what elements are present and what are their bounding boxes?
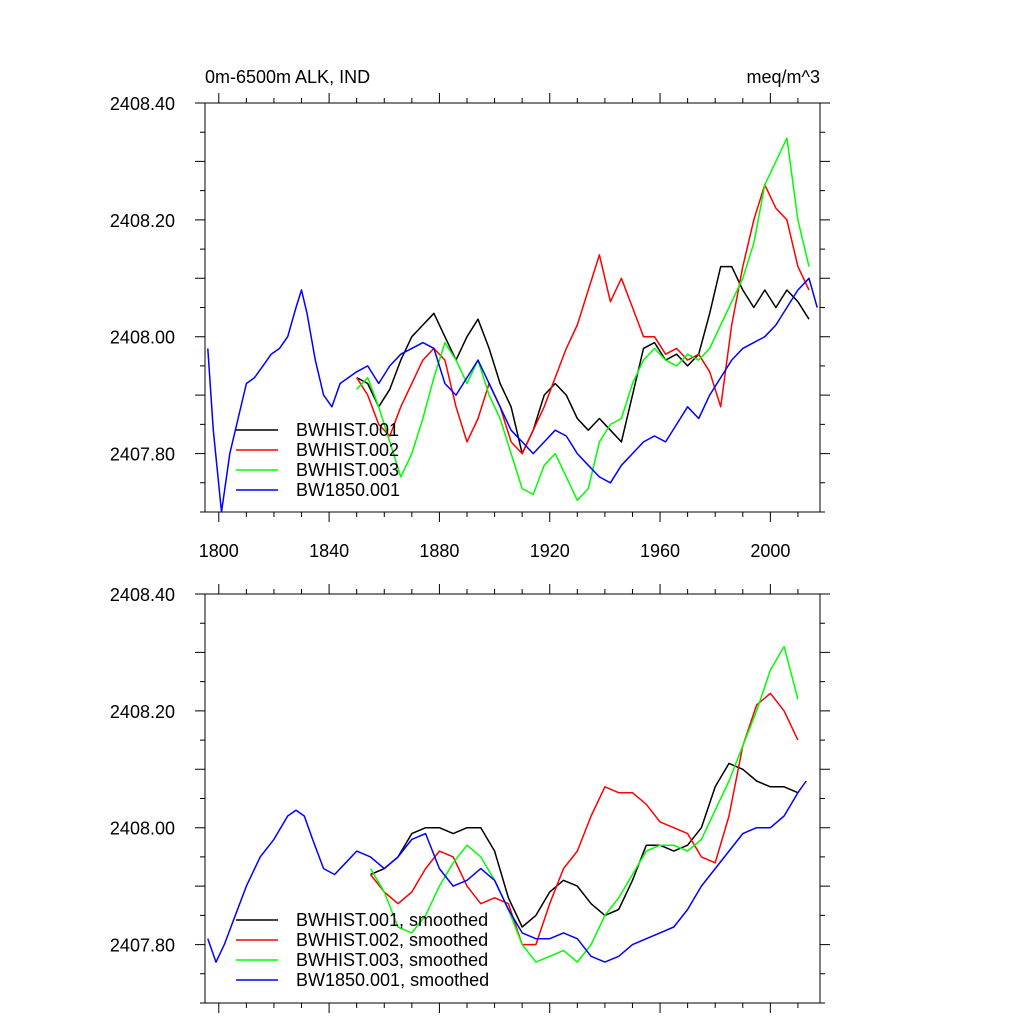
top-chart-panel: 1800 1840 1880 1920 1960 2000 2407.80 2408.00 24… [110, 93, 830, 561]
legend-label: BWHIST.001, smoothed [296, 910, 488, 930]
x-tick-label: 1880 [419, 541, 459, 561]
unit-label: meq/m^3 [747, 67, 820, 87]
x-tick-label: 1840 [309, 541, 349, 561]
legend-label: BW1850.001 [296, 480, 400, 500]
legend-label: BWHIST.001 [296, 420, 399, 440]
series-line [369, 645, 799, 963]
series-group [207, 645, 807, 963]
series-line [356, 184, 810, 455]
legend-label: BWHIST.002, smoothed [296, 930, 488, 950]
series-line [356, 137, 810, 502]
y-tick-label: 2408.00 [110, 819, 175, 839]
x-tick-label: 2000 [750, 541, 790, 561]
series-line [356, 265, 810, 455]
x-tick-label: 1960 [640, 541, 680, 561]
series-line [370, 762, 799, 928]
y-tick-label: 2408.20 [110, 211, 175, 231]
panel-title: 0m-6500m ALK, IND [205, 67, 370, 87]
y-tick-label: 2407.80 [110, 445, 175, 465]
legend-label: BWHIST.003 [296, 460, 399, 480]
series-line [369, 692, 799, 946]
legend-label: BW1850.001, smoothed [296, 970, 489, 990]
bottom-chart-panel: 2407.80 2408.00 2408.20 2408.40 BWHIST.001, … [110, 584, 830, 1013]
y-tick-label: 2407.80 [110, 936, 175, 956]
series-group [207, 137, 818, 512]
legend-label: BWHIST.003, smoothed [296, 950, 488, 970]
y-tick-label: 2408.20 [110, 702, 175, 722]
x-tick-label: 1800 [199, 541, 239, 561]
y-tick-label: 2408.40 [110, 94, 175, 114]
y-tick-label: 2408.00 [110, 328, 175, 348]
series-line [207, 780, 807, 963]
legend-label: BWHIST.002 [296, 440, 399, 460]
x-tick-label: 1920 [530, 541, 570, 561]
y-tick-label: 2408.40 [110, 585, 175, 605]
series-line [207, 277, 818, 512]
